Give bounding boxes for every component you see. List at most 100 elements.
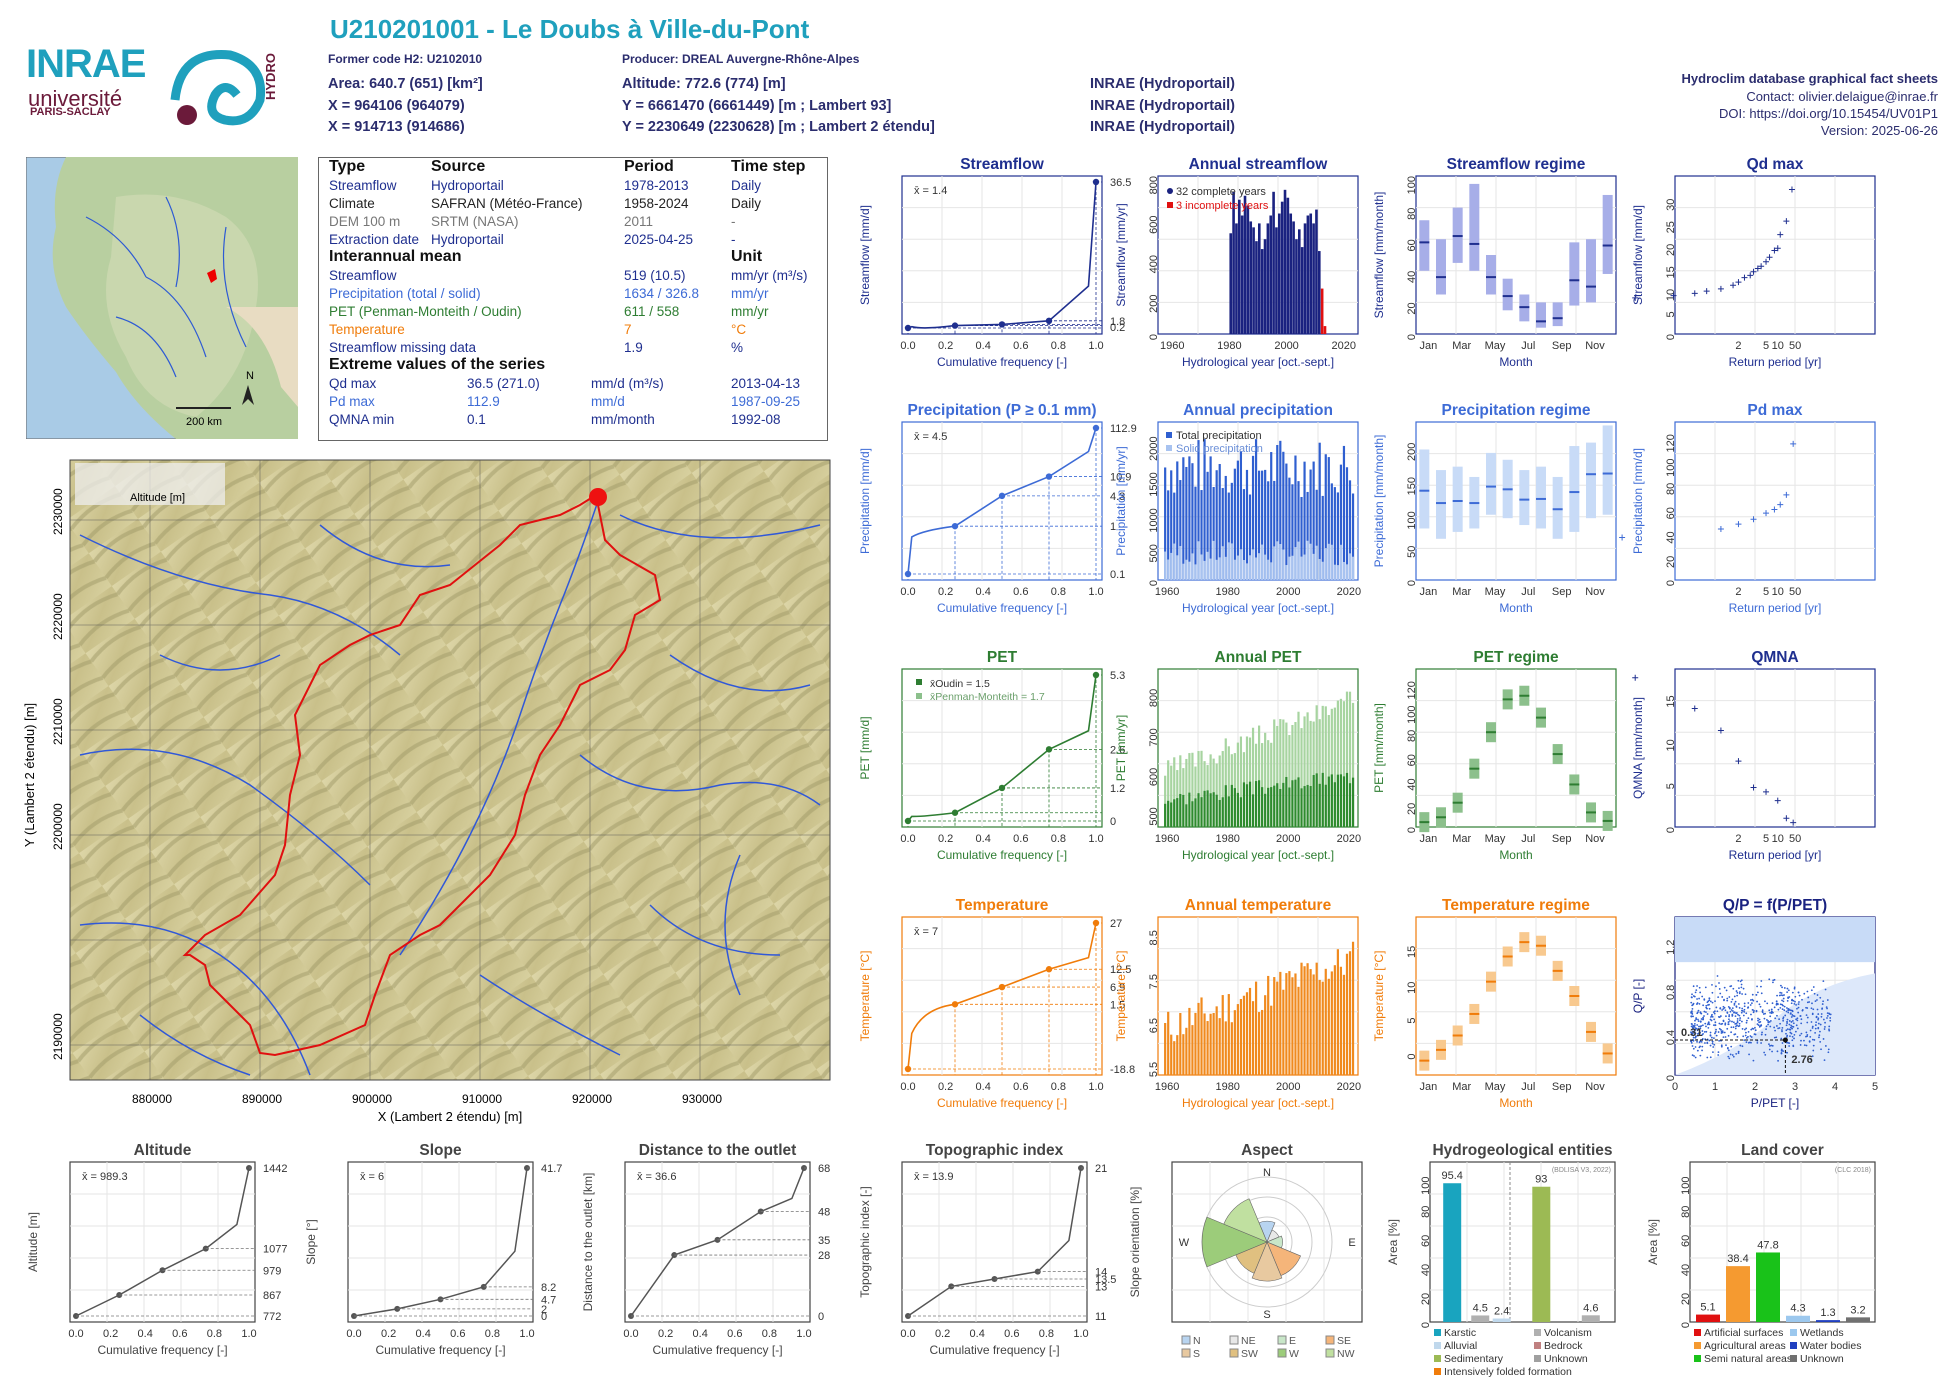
tick-label: 0.0 bbox=[346, 1328, 361, 1340]
qp-point bbox=[1693, 1022, 1696, 1025]
bar-oudin bbox=[1230, 784, 1233, 827]
bar-total bbox=[1327, 457, 1330, 580]
map-y-label: Y (Lambert 2 étendu) [m] bbox=[22, 703, 37, 847]
qp-point bbox=[1741, 1028, 1744, 1030]
qp-point bbox=[1735, 1005, 1738, 1008]
qp-point bbox=[1727, 1049, 1730, 1052]
bar-solid bbox=[1318, 558, 1321, 580]
qp-point bbox=[1815, 1021, 1818, 1024]
data-label: 4.6 bbox=[1583, 1302, 1598, 1314]
bar bbox=[1233, 1010, 1236, 1075]
qp-point bbox=[1749, 1035, 1752, 1037]
bar-solid bbox=[1336, 565, 1339, 580]
section-extremes: Extreme values of the series bbox=[329, 356, 546, 373]
qp-point bbox=[1711, 983, 1713, 986]
qp-point bbox=[1775, 1036, 1778, 1039]
bar-total bbox=[1315, 489, 1318, 580]
db-title: Hydroclim database graphical fact sheets bbox=[1681, 71, 1938, 86]
x-axis-label: Month bbox=[1499, 848, 1532, 862]
qp-point bbox=[1747, 1002, 1750, 1004]
right-tick-label: 11 bbox=[1095, 1311, 1106, 1323]
bar bbox=[1263, 239, 1267, 334]
legend-label: 32 complete years bbox=[1176, 186, 1266, 198]
qp-point bbox=[1698, 1025, 1700, 1028]
bar bbox=[1306, 215, 1310, 334]
qp-point bbox=[1780, 994, 1783, 997]
bar-pm bbox=[1297, 711, 1300, 827]
y-tick: 0 bbox=[1406, 334, 1418, 340]
y-tick: 60 bbox=[1420, 1235, 1432, 1247]
bar-pm bbox=[1291, 724, 1294, 827]
bar-total bbox=[1330, 483, 1333, 580]
return-tick: 50 bbox=[1789, 586, 1801, 598]
bar-total bbox=[1285, 463, 1288, 580]
bar bbox=[1285, 973, 1288, 1075]
panel-title: Annual temperature bbox=[1185, 897, 1332, 914]
qp-point bbox=[1814, 1031, 1817, 1034]
qp-point bbox=[1805, 1014, 1808, 1017]
bar-pm bbox=[1218, 755, 1221, 827]
qp-point bbox=[1820, 1048, 1822, 1051]
qp-point bbox=[1781, 994, 1784, 997]
svg-text:920000: 920000 bbox=[572, 1092, 612, 1106]
qp-point bbox=[1747, 1030, 1750, 1033]
bar bbox=[1348, 951, 1352, 1075]
bar bbox=[1532, 1186, 1551, 1322]
month-tick: Jan bbox=[1419, 1081, 1437, 1093]
return-point bbox=[1670, 292, 1677, 299]
qp-point bbox=[1737, 979, 1740, 982]
qp-point bbox=[1740, 983, 1743, 986]
bar-total bbox=[1339, 464, 1343, 580]
bar-oudin bbox=[1291, 780, 1294, 827]
bar bbox=[1309, 213, 1313, 334]
tick-label: 0.2 bbox=[658, 1328, 673, 1340]
bar-oudin bbox=[1273, 785, 1276, 827]
qp-point bbox=[1717, 1015, 1720, 1018]
y-tick: 20 bbox=[1665, 244, 1677, 256]
qp-point bbox=[1813, 992, 1816, 995]
bar bbox=[1846, 1317, 1870, 1322]
qp-point bbox=[1815, 1016, 1818, 1019]
legend-label: Water bodies bbox=[1800, 1340, 1861, 1352]
y-axis-label: Temperature [°C] bbox=[1114, 951, 1128, 1042]
bar bbox=[1249, 221, 1253, 334]
qp-point bbox=[1701, 1024, 1704, 1027]
cell: Daily bbox=[731, 178, 762, 193]
data-label: 2.4 bbox=[1494, 1306, 1509, 1318]
qp-point bbox=[1717, 1031, 1720, 1033]
mean-label: x̄ = 989.3 bbox=[82, 1171, 128, 1183]
qp-point bbox=[1791, 1035, 1794, 1038]
y-tick: 20 bbox=[1406, 302, 1418, 314]
qp-point bbox=[1786, 1028, 1789, 1031]
qp-point bbox=[1738, 1022, 1741, 1025]
qp-point bbox=[1791, 1027, 1794, 1030]
year-tick: 1960 bbox=[1155, 833, 1179, 845]
qp-point bbox=[1748, 1053, 1750, 1056]
legend-label: N bbox=[1193, 1335, 1201, 1347]
qp-point bbox=[1692, 1036, 1695, 1039]
return-point bbox=[1777, 231, 1784, 238]
bar-total bbox=[1251, 455, 1255, 580]
tick-label: 0.4 bbox=[976, 340, 991, 352]
x-axis-label: Return period [yr] bbox=[1729, 355, 1822, 369]
cdf-line bbox=[907, 1167, 1082, 1317]
bar-total bbox=[1303, 461, 1306, 580]
section-interannual-mean: Interannual mean bbox=[329, 248, 462, 265]
panel-title: Qd max bbox=[1747, 156, 1804, 173]
bar-solid bbox=[1254, 557, 1258, 580]
qp-point bbox=[1716, 975, 1719, 977]
qp-point bbox=[1705, 1025, 1707, 1028]
bar-oudin bbox=[1276, 783, 1279, 827]
tick-label: 0.8 bbox=[1051, 833, 1066, 845]
qp-point bbox=[1710, 1036, 1713, 1039]
qp-point bbox=[1761, 1011, 1764, 1014]
cell: 519 (10.5) bbox=[624, 268, 686, 283]
return-point bbox=[1777, 501, 1784, 508]
qp-point bbox=[1690, 1001, 1693, 1004]
return-point bbox=[1763, 788, 1770, 795]
qp-point bbox=[1721, 1031, 1724, 1034]
panel-title: Annual PET bbox=[1215, 649, 1303, 666]
tick-label: 0.4 bbox=[976, 586, 991, 598]
qp-point bbox=[1715, 1006, 1718, 1009]
y-tick: 15 bbox=[1665, 695, 1677, 707]
